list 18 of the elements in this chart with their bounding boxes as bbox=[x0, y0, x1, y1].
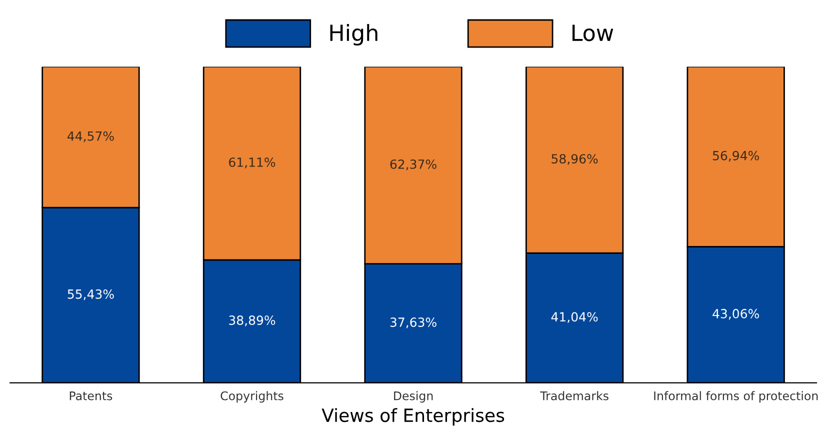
data-label: 43,06% bbox=[712, 308, 759, 320]
data-label: 58,96% bbox=[552, 154, 598, 165]
data-label: 44,57% bbox=[68, 131, 114, 142]
data-label: 61,11% bbox=[229, 157, 276, 168]
data-label: 62,37% bbox=[390, 159, 436, 170]
data-label: 38,89% bbox=[229, 316, 276, 326]
x-tick-label: Copyrights bbox=[220, 391, 284, 403]
x-tick-label: Informal forms of protection bbox=[654, 391, 818, 403]
x-tick-label: Patents bbox=[70, 392, 112, 400]
data-label: 37,63% bbox=[390, 318, 436, 328]
x-tick-label: Design bbox=[394, 391, 433, 403]
data-label: 56,94% bbox=[712, 150, 759, 162]
data-label: 41,04% bbox=[551, 312, 598, 323]
legend-label: High bbox=[330, 24, 378, 46]
x-tick-label: Trademarks bbox=[540, 391, 608, 400]
data-label: 55,43% bbox=[68, 289, 114, 300]
x-axis-title: Views of Enterprises bbox=[322, 408, 504, 426]
legend-label: Low bbox=[572, 24, 614, 42]
